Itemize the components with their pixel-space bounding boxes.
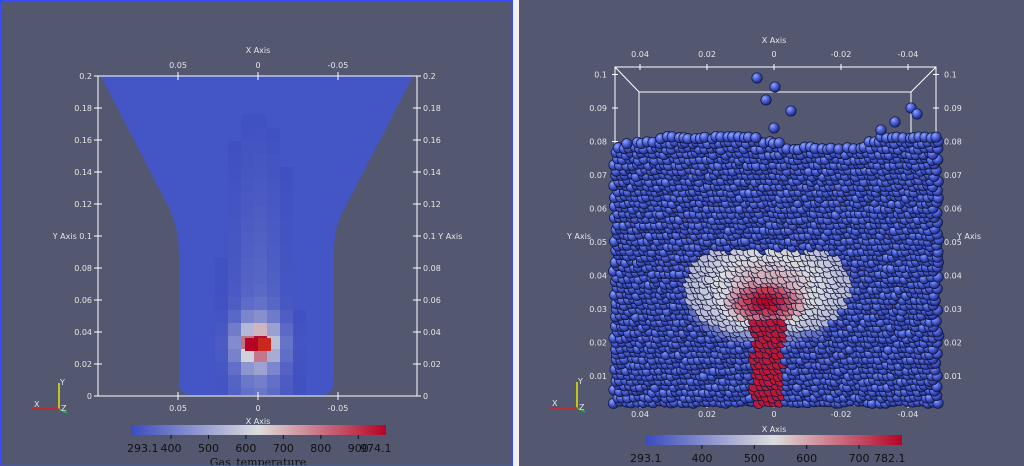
colorbar-left-label: 500: [198, 442, 219, 455]
colorbar-left-label: 900: [348, 442, 369, 455]
orient-x-label: X: [552, 399, 558, 408]
right-ytick-left: 0.1: [594, 71, 607, 80]
right-ytick-right: 0.07: [944, 171, 962, 180]
right-xtick-top: 0: [771, 50, 776, 59]
view-splitter[interactable]: [513, 0, 519, 466]
orientation-axes-left: Y X Z: [31, 378, 68, 414]
right-xtick-bottom: 0: [771, 410, 776, 419]
right-ytick-right: 0.05: [944, 238, 962, 247]
right-xtick-bottom: 0.04: [631, 410, 649, 419]
right-yaxis-title-right: Y Axis: [956, 232, 981, 241]
colorbar-left-label: 800: [310, 442, 331, 455]
right-ytick-left: 0.02: [589, 339, 607, 348]
right-xtick-bottom: -0.02: [831, 410, 852, 419]
right-ytick-right: 0.06: [944, 205, 962, 214]
colorbar-left-title: Gas_temperature: [210, 456, 307, 466]
colorbar-right-label: 600: [796, 452, 817, 465]
right-ytick-left: 0.03: [589, 305, 607, 314]
left-ytick-right: 0.08: [423, 264, 441, 273]
orientation-axes-right: Y X Z: [549, 377, 586, 413]
right-ytick-right: 0.09: [944, 104, 962, 113]
orient-z-label: Z: [61, 404, 67, 413]
render-view-left[interactable]: 0.05 0.05 0 0 -0.05 -0.05 0 0 0.02 0.02 0.04 0.04 0.…: [0, 0, 513, 466]
right-yaxis-title-left: Y Axis: [566, 232, 591, 241]
left-ytick-right: 0.12: [423, 200, 441, 209]
temperature-field: [215, 115, 306, 395]
left-xtick-bottom: 0: [255, 404, 260, 413]
right-ytick-right: 0.03: [944, 305, 962, 314]
right-ytick-left: 0.08: [589, 138, 607, 147]
left-ytick-right: 0.1 Y Axis: [423, 232, 462, 241]
colorbar-left-max: 974.1: [360, 442, 392, 455]
right-ytick-right: 0.1: [944, 71, 957, 80]
left-xaxis-title-bottom: X Axis: [246, 417, 271, 426]
colorbar-right-label: 700: [849, 452, 870, 465]
colorbar-left-label: 700: [273, 442, 294, 455]
left-ytick-left: Y Axis 0.1: [52, 232, 92, 241]
left-ytick-left: 0.16: [74, 136, 92, 145]
left-ytick-right: 0.18: [423, 104, 441, 113]
right-xtick-bottom: -0.04: [898, 410, 919, 419]
left-xaxis-title-top: X Axis: [246, 46, 271, 55]
right-ytick-left: 0.05: [589, 238, 607, 247]
left-ytick-left: 0.08: [74, 264, 92, 273]
colorbar-left-min: 293.1: [127, 442, 159, 455]
right-view-canvas[interactable]: 0.04 0.04 0.02 0.02 0 0 -0.02 -0.02 -0.04 -0.04 0.…: [519, 0, 1024, 466]
right-ytick-right: 0.02: [944, 339, 962, 348]
left-ytick-right: 0.06: [423, 296, 441, 305]
left-ytick-right: 0: [423, 392, 428, 401]
left-ytick-left: 0.2: [79, 72, 92, 81]
right-ytick-right: 0.04: [944, 272, 962, 281]
right-xtick-top: 0.02: [698, 50, 716, 59]
left-ytick-right: 0.14: [423, 168, 441, 177]
left-axes-grid: 0.05 0.05 0 0 -0.05 -0.05 0 0 0.02 0.02 0.04 0.04 0.…: [52, 46, 463, 426]
colorbar-left-label: 600: [235, 442, 256, 455]
left-ytick-left: 0.12: [74, 200, 92, 209]
left-ytick-left: 0.06: [74, 296, 92, 305]
left-ytick-left: 0.02: [74, 360, 92, 369]
right-xaxis-title-bottom: X Axis: [762, 425, 787, 434]
left-ytick-left: 0: [87, 392, 92, 401]
left-ytick-right: 0.04: [423, 328, 441, 337]
right-ytick-right: 0.01: [944, 372, 962, 381]
right-xtick-top: -0.04: [898, 50, 919, 59]
right-xtick-top: 0.04: [631, 50, 649, 59]
right-ytick-left: 0.04: [589, 272, 607, 281]
right-ytick-left: 0.07: [589, 171, 607, 180]
right-xtick-bottom: 0.02: [698, 410, 716, 419]
orient-x-label: X: [34, 400, 40, 409]
right-ytick-right: 0.08: [944, 138, 962, 147]
left-ytick-right: 0.02: [423, 360, 441, 369]
right-xtick-top: -0.02: [831, 50, 852, 59]
particle-bed: [607, 72, 945, 409]
left-ytick-right: 0.2: [423, 72, 436, 81]
left-ytick-right: 0.16: [423, 136, 441, 145]
left-ytick-left: 0.18: [74, 104, 92, 113]
right-ytick-left: 0.06: [589, 205, 607, 214]
right-xaxis-title-top: X Axis: [762, 36, 787, 45]
orient-y-label: Y: [59, 378, 65, 387]
colorbar-left-gradient: [131, 425, 386, 435]
colorbar-right-label: 500: [744, 452, 765, 465]
left-xtick-bottom: -0.05: [328, 404, 349, 413]
right-ytick-left: 0.09: [589, 104, 607, 113]
right-ytick-left: 0.01: [589, 372, 607, 381]
left-ytick-left: 0.14: [74, 168, 92, 177]
left-view-canvas[interactable]: 0.05 0.05 0 0 -0.05 -0.05 0 0 0.02 0.02 0.04 0.04 0.…: [1, 1, 513, 466]
left-xtick-top: -0.05: [328, 61, 349, 70]
left-ytick-left: 0.04: [74, 328, 92, 337]
left-xtick-top: 0: [255, 61, 260, 70]
colorbar-right: 400 500 600 700 293.1 782.1: [630, 435, 906, 465]
colorbar-right-label: 400: [691, 452, 712, 465]
colorbar-left-label: 400: [161, 442, 182, 455]
left-xtick-top: 0.05: [169, 61, 187, 70]
orient-z-label: Z: [579, 403, 585, 412]
orient-y-label: Y: [577, 377, 583, 386]
colorbar-right-gradient: [646, 435, 902, 445]
colorbar-right-min: 293.1: [630, 452, 662, 465]
colorbar-left: 400 500 600 700 800 900 293.1 974.1 Gas_tempe…: [127, 425, 392, 466]
left-xtick-bottom: 0.05: [169, 404, 187, 413]
render-view-right[interactable]: 0.04 0.04 0.02 0.02 0 0 -0.02 -0.02 -0.04 -0.04 0.…: [519, 0, 1024, 466]
colorbar-right-max: 782.1: [874, 452, 906, 465]
